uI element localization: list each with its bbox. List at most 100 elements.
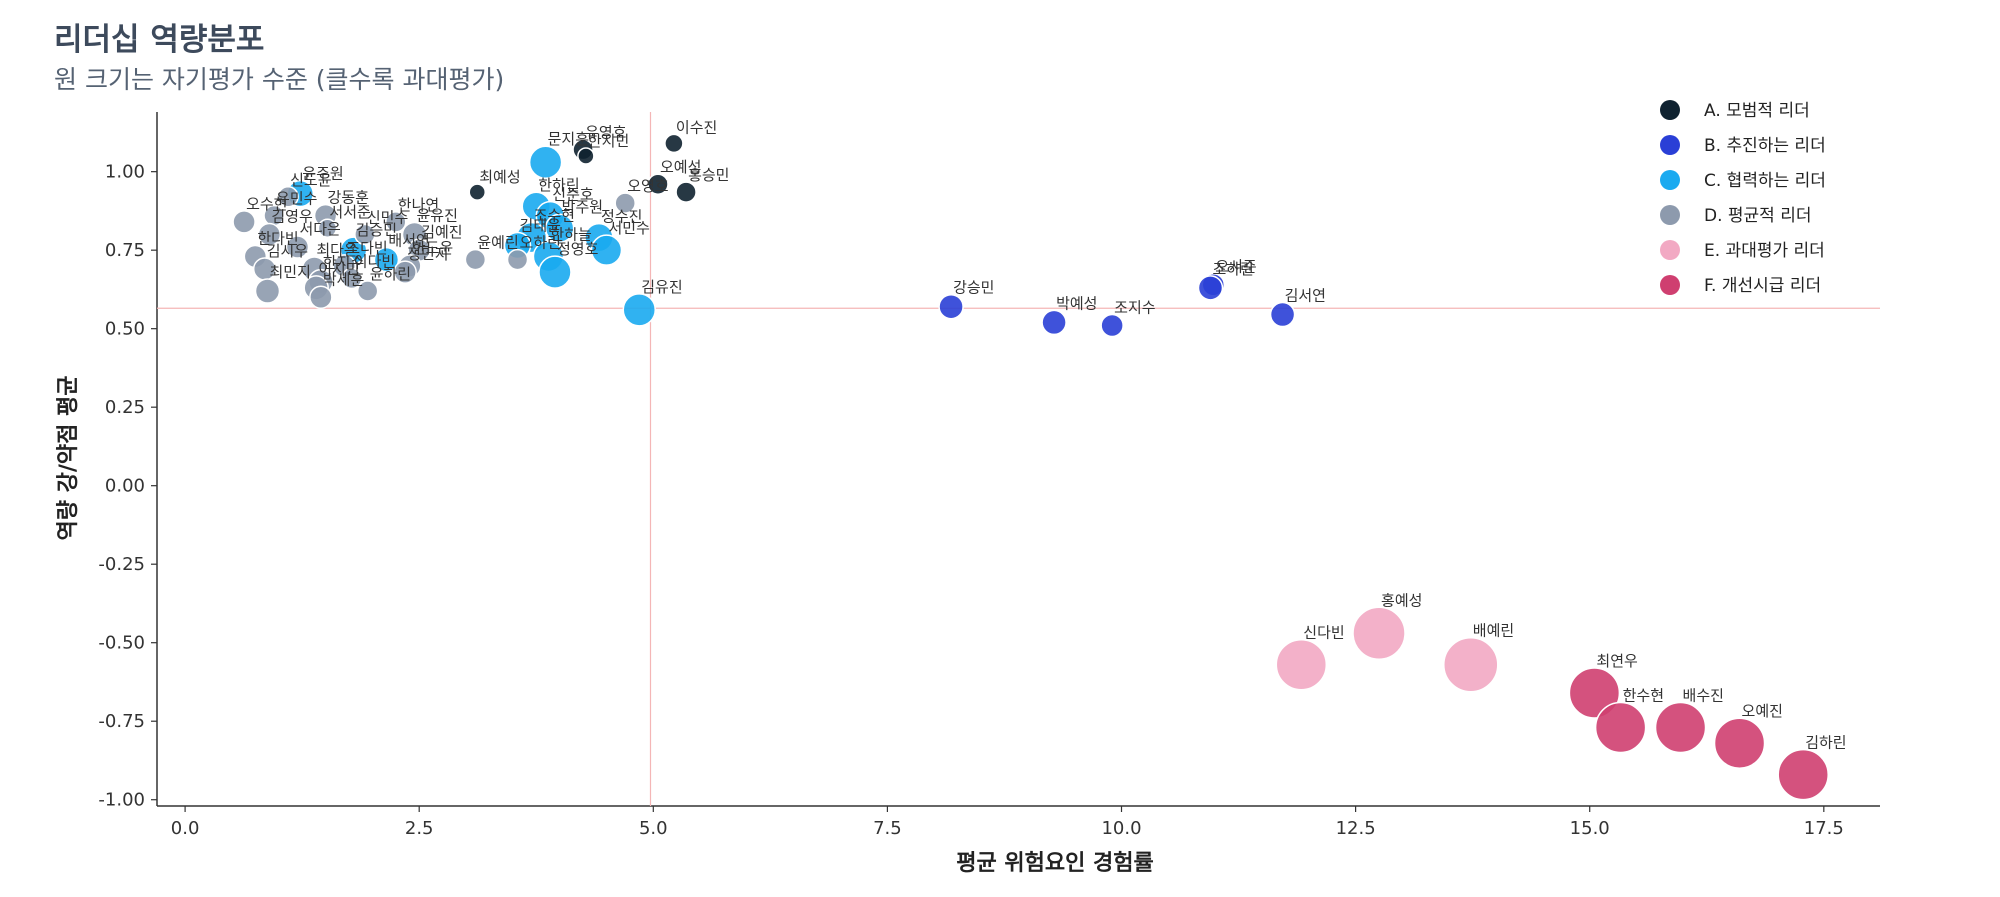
legend-marker: [1660, 100, 1680, 120]
data-point-0: [675, 181, 697, 203]
data-point-5: [1713, 717, 1766, 769]
point-label: 최예성: [479, 168, 520, 186]
point-label: 오예성: [660, 158, 701, 176]
reference-lines: [157, 112, 1880, 806]
point-label: 김하린: [1805, 734, 1846, 752]
data-point-0: [577, 147, 595, 165]
data-points: [232, 133, 1829, 801]
legend-label: C. 협력하는 리더: [1704, 171, 1826, 191]
data-point-3: [385, 211, 407, 233]
point-label: 신다빈: [1303, 624, 1344, 642]
data-point-2: [373, 246, 400, 273]
y-tick-label: 1.00: [105, 162, 145, 183]
point-label: 박주원: [562, 198, 603, 216]
y-tick-label: 0.50: [105, 319, 145, 340]
data-point-1: [1197, 275, 1224, 301]
point-label: 한지수: [323, 254, 364, 272]
legend-marker: [1660, 240, 1680, 260]
point-label: 신준호: [552, 186, 594, 204]
point-label: 강승민: [953, 279, 994, 297]
data-point-3: [277, 186, 299, 208]
legend-marker: [1660, 275, 1680, 295]
point-label: 정민지: [407, 245, 448, 263]
data-point-3: [393, 260, 417, 284]
chart-subtitle: 원 크기는 자기평가 수준 (클수록 과대평가): [54, 65, 505, 94]
point-label: 박예성: [1056, 294, 1097, 312]
x-tick-label: 5.0: [639, 818, 668, 839]
point-label: 윤하린: [370, 265, 411, 283]
point-label: 신도윤: [290, 171, 332, 189]
data-point-2: [528, 145, 563, 179]
point-label: 서다은: [299, 220, 340, 238]
data-point-5: [1568, 667, 1621, 719]
data-point-1: [1269, 301, 1296, 328]
data-point-1: [1100, 313, 1124, 338]
point-label: 김예진: [421, 223, 462, 241]
data-point-5: [1777, 748, 1829, 801]
legend-label: D. 평균적 리더: [1704, 206, 1812, 226]
point-label: 윤주원: [302, 165, 343, 183]
point-label: 서민수: [608, 219, 649, 237]
point-label: 한나연: [398, 196, 439, 214]
x-tick-label: 17.5: [1804, 818, 1844, 839]
point-label: 오하린: [520, 234, 561, 252]
y-axis-label: 역량 강/약점 평균: [56, 375, 81, 540]
point-label: 김서연: [1285, 287, 1326, 305]
y-tick-label: -0.75: [98, 711, 145, 732]
data-point-3: [341, 267, 363, 290]
point-label: 김유진: [641, 278, 682, 296]
point-label: 조하린: [1212, 260, 1253, 278]
point-label: 김영우: [271, 207, 313, 225]
data-point-0: [468, 183, 487, 201]
data-point-3: [356, 280, 379, 302]
point-label: 조지수: [1114, 299, 1155, 317]
x-tick-label: 7.5: [873, 818, 902, 839]
y-tick-label: 0.75: [105, 240, 145, 261]
point-label: 유민수: [276, 190, 317, 208]
data-point-1: [938, 293, 964, 320]
data-point-2: [622, 293, 657, 327]
legend-marker: [1660, 205, 1680, 225]
data-point-2: [544, 213, 575, 243]
point-label: 윤예린: [477, 234, 518, 252]
point-label: 이지민: [318, 260, 359, 278]
point-label: 정수진: [601, 208, 642, 226]
legend-label: E. 과대평가 리더: [1704, 241, 1825, 261]
data-point-3: [285, 235, 310, 259]
data-point-3: [257, 222, 282, 247]
point-label: 한다빈: [257, 229, 298, 247]
chart-title: 리더십 역량분포: [54, 22, 265, 58]
data-point-1: [1041, 309, 1067, 336]
point-label: 최민지: [269, 263, 310, 281]
point-label: 김시우: [267, 242, 309, 260]
point-label: 홍승민: [688, 166, 729, 184]
x-axis-label: 평균 위험요인 경험률: [956, 850, 1153, 876]
point-label: 신민수: [367, 208, 408, 226]
point-label: 박세훈: [323, 270, 364, 288]
x-tick-label: 0.0: [171, 818, 200, 839]
point-label: 문지훈: [548, 130, 589, 148]
y-tick-label: -0.25: [98, 554, 145, 575]
point-label: 한하늘: [550, 225, 592, 243]
point-label: 한지민: [588, 132, 629, 150]
point-label: 오영호: [627, 177, 669, 195]
data-point-3: [354, 223, 376, 246]
legend-marker: [1660, 135, 1680, 155]
data-point-4: [1352, 606, 1406, 661]
point-label: 이수진: [676, 118, 717, 136]
point-label: 조다빈: [346, 239, 387, 257]
point-label: 홍예성: [1381, 591, 1422, 609]
point-label: 한수현: [1623, 686, 1664, 704]
point-label: 유영호: [585, 124, 627, 142]
x-tick-label: 12.5: [1336, 818, 1376, 839]
legend-marker: [1660, 170, 1680, 190]
point-label: 배수진: [1683, 686, 1724, 704]
point-label: 최연우: [1596, 652, 1638, 670]
legend: A. 모범적 리더 B. 추진하는 리더 C. 협력하는 리더 D. 평균적 리더 E.…: [1660, 100, 1826, 296]
point-label: 윤유진: [417, 206, 458, 224]
data-point-3: [506, 248, 529, 271]
data-point-2: [538, 255, 572, 289]
data-point-4: [1443, 636, 1499, 693]
data-point-3: [464, 248, 487, 271]
data-point-2: [590, 234, 623, 266]
